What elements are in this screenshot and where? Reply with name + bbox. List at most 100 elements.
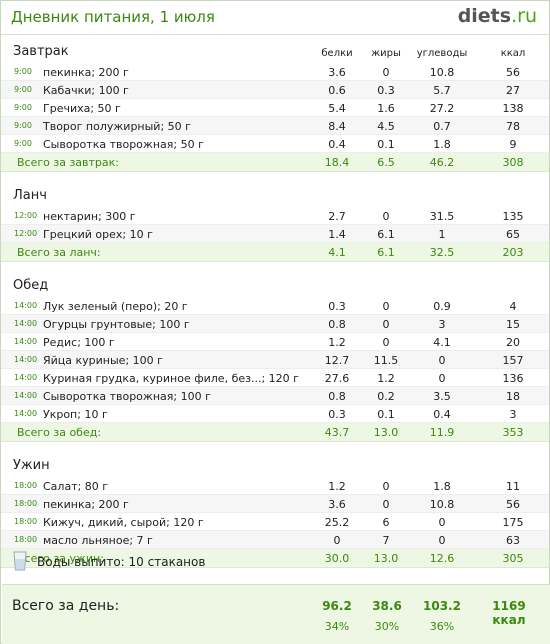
meal-name: Завтрак [13,44,69,59]
food-row[interactable]: 14:00 Редис; 100 г 1.2 0 4.1 20 [1,333,549,351]
food-row[interactable]: 18:00 масло льняное; 7 г 0 7 0 63 [1,531,549,549]
food-kcal: 11 [506,480,520,493]
food-time: 18:00 [14,481,38,490]
food-kcal: 138 [502,102,524,115]
food-name: пекинка; 200 г [43,66,129,79]
food-time: 14:00 [14,355,38,364]
food-name: Сыворотка творожная; 100 г [43,390,211,403]
food-row[interactable]: 18:00 Салат; 80 г 1.2 0 1.8 11 [1,477,549,495]
meal-total-kcal: 353 [502,426,524,439]
food-time: 14:00 [14,391,38,400]
food-row[interactable]: 12:00 нектарин; 300 г 2.7 0 31.5 135 [1,207,549,225]
meal-total-carbs: 46.2 [429,156,455,169]
day-total-label: Всего за день: [12,598,120,614]
food-protein: 2.7 [328,210,346,223]
food-name: Творог полужирный; 50 г [43,120,191,133]
food-row[interactable]: 18:00 пекинка; 200 г 3.6 0 10.8 56 [1,495,549,513]
meal-total-carbs: 11.9 [429,426,455,439]
food-time: 9:00 [14,121,32,130]
food-carbs: 0 [438,516,446,529]
food-fat: 7 [382,534,390,547]
food-kcal: 4 [509,300,517,313]
food-row[interactable]: 14:00 Куриная грудка, куриное филе, без..… [1,369,549,387]
food-name: Укроп; 10 г [43,408,108,421]
food-row[interactable]: 14:00 Лук зеленый (перо); 20 г 0.3 0 0.9 4 [1,297,549,315]
meal-header: Обед [1,273,549,297]
food-fat: 0 [382,300,390,313]
food-time: 9:00 [14,103,32,112]
site-logo[interactable]: diets.ru [458,5,537,27]
food-carbs: 1.8 [433,480,451,493]
food-carbs: 3.5 [433,390,451,403]
logo-tld: .ru [511,5,537,27]
food-fat: 1.2 [377,372,395,385]
food-fat: 0 [382,318,390,331]
food-carbs: 3 [438,318,446,331]
food-row[interactable]: 12:00 Грецкий орех; 10 г 1.4 6.1 1 65 [1,225,549,243]
food-carbs: 0.9 [433,300,451,313]
day-fat: 38.6 [372,599,402,613]
food-name: Лук зеленый (перо); 20 г [43,300,188,313]
header-divider [1,34,549,35]
food-kcal: 3 [509,408,517,421]
page-title: Дневник питания, 1 июля [11,8,215,26]
food-fat: 0.1 [377,138,395,151]
food-row[interactable]: 14:00 Укроп; 10 г 0.3 0.1 0.4 3 [1,405,549,423]
meal-total-kcal: 308 [502,156,524,169]
food-fat: 4.5 [377,120,395,133]
food-protein: 0.8 [328,318,346,331]
food-fat: 6.1 [377,228,395,241]
food-name: масло льняное; 7 г [43,534,153,547]
food-row[interactable]: 9:00 Творог полужирный; 50 г 8.4 4.5 0.7 78 [1,117,549,135]
food-row[interactable]: 18:00 Кижуч, дикий, сырой; 120 г 25.2 6 0 175 [1,513,549,531]
food-kcal: 9 [509,138,517,151]
food-kcal: 63 [506,534,520,547]
food-kcal: 15 [506,318,520,331]
food-carbs: 10.8 [429,66,455,79]
food-name: Кижуч, дикий, сырой; 120 г [43,516,204,529]
day-carbs: 103.2 [423,599,461,613]
meal-header: Завтрак белки жиры углеводы ккал [1,39,549,63]
meal-total-row: Всего за ужин: 30.0 13.0 12.6 305 [1,549,549,568]
day-protein-pct: 34% [324,620,350,633]
water-text: Воды выпито: 10 стаканов [37,555,206,569]
food-name: Сыворотка творожная; 50 г [43,138,204,151]
meal-total-fat: 6.5 [377,156,395,169]
food-row[interactable]: 14:00 Яйца куриные; 100 г 12.7 11.5 0 157 [1,351,549,369]
food-kcal: 78 [506,120,520,133]
day-kcal: 1169 ккал [492,599,526,627]
meal-total-fat: 13.0 [373,426,399,439]
food-time: 14:00 [14,301,38,310]
food-row[interactable]: 9:00 пекинка; 200 г 3.6 0 10.8 56 [1,63,549,81]
food-row[interactable]: 14:00 Сыворотка творожная; 100 г 0.8 0.2 3.5… [1,387,549,405]
food-protein: 3.6 [328,498,346,511]
food-protein: 0.4 [328,138,346,151]
food-fat: 1.6 [377,102,395,115]
food-fat: 0.2 [377,390,395,403]
meal-total-protein: 30.0 [324,552,350,565]
meal-section: Ланч 12:00 нектарин; 300 г 2.7 0 31.5 135 12:00… [1,183,549,262]
food-row[interactable]: 14:00 Огурцы грунтовые; 100 г 0.8 0 3 15 [1,315,549,333]
meal-total-row: Всего за обед: 43.7 13.0 11.9 353 [1,423,549,442]
food-carbs: 0.7 [433,120,451,133]
food-time: 12:00 [14,229,38,238]
food-kcal: 56 [506,498,520,511]
food-protein: 1.4 [328,228,346,241]
food-time: 9:00 [14,85,32,94]
food-carbs: 4.1 [433,336,451,349]
meal-total-label: Всего за ланч: [17,246,101,259]
food-fat: 0.3 [377,84,395,97]
food-kcal: 157 [502,354,524,367]
food-name: Огурцы грунтовые; 100 г [43,318,190,331]
meal-total-carbs: 12.6 [429,552,455,565]
food-protein: 12.7 [324,354,350,367]
food-protein: 0.3 [328,300,346,313]
meal-total-protein: 43.7 [324,426,350,439]
food-time: 9:00 [14,67,32,76]
food-row[interactable]: 9:00 Гречиха; 50 г 5.4 1.6 27.2 138 [1,99,549,117]
food-protein: 3.6 [328,66,346,79]
food-row[interactable]: 9:00 Сыворотка творожная; 50 г 0.4 0.1 1.8 9 [1,135,549,153]
meal-total-label: Всего за ужин: [17,552,104,565]
food-protein: 27.6 [324,372,350,385]
food-row[interactable]: 9:00 Кабачки; 100 г 0.6 0.3 5.7 27 [1,81,549,99]
